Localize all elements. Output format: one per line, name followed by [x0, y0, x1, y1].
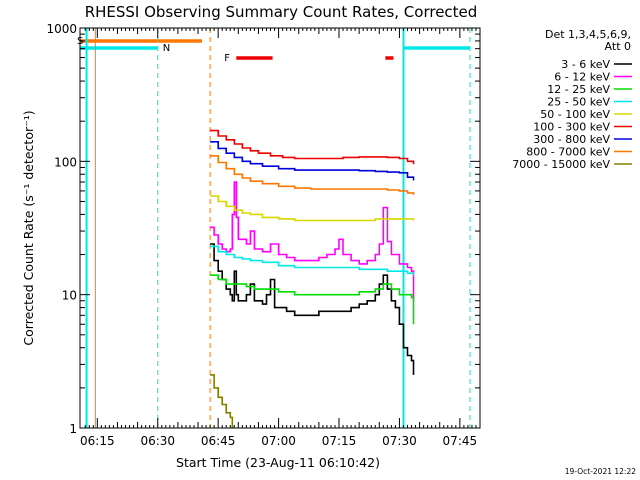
flare-flag-label: F	[224, 53, 230, 64]
vline-layer	[85, 28, 471, 428]
legend-label: 50 - 100 keV	[540, 108, 610, 121]
axis-layer: 06:15 06:30 06:45 07:00 07:15 07:30 07:45 1 10 10…	[46, 22, 481, 448]
legend-label: 6 - 12 keV	[554, 71, 610, 84]
night-flag-label: N	[163, 43, 170, 54]
legend-label: 100 - 300 keV	[533, 121, 610, 134]
series-line-7	[210, 155, 415, 195]
legend-header-line-1: Det 1,3,4,5,6,9,	[545, 28, 631, 41]
legend-label: 12 - 25 keV	[547, 83, 610, 96]
legend-label: 7000 - 15000 keV	[512, 158, 610, 171]
series-line-6	[210, 141, 415, 181]
x-tick-label: 07:30	[382, 434, 417, 448]
series-layer	[210, 129, 415, 428]
legend-header-line-2: Att 0	[605, 40, 631, 53]
series-line-5	[210, 129, 415, 165]
y-tick-label: 100	[54, 155, 77, 169]
plot-frame	[79, 27, 481, 429]
x-tick-label: 06:15	[80, 434, 115, 448]
y-axis-label: Corrected Count Rate (s⁻¹ detector⁻¹)	[21, 110, 36, 345]
x-tick-label: 07:45	[443, 434, 478, 448]
generation-timestamp: 19-Oct-2021 12:22	[565, 467, 636, 476]
x-tick-label: 06:30	[140, 434, 175, 448]
legend-label: 3 - 6 keV	[561, 58, 610, 71]
y-tick-label: 10	[62, 289, 77, 303]
x-tick-label: 06:45	[201, 434, 236, 448]
legend-label: 25 - 50 keV	[547, 96, 610, 109]
series-line-1	[210, 181, 415, 301]
legend-label: 800 - 7000 keV	[526, 146, 610, 159]
y-tick-label: 1	[69, 422, 77, 436]
x-axis-label: Start Time (23-Aug-11 06:10:42)	[176, 455, 380, 470]
chart-title: RHESSI Observing Summary Count Rates, Co…	[85, 3, 478, 21]
x-tick-label: 07:15	[322, 434, 357, 448]
series-line-0	[210, 243, 415, 375]
series-line-4	[210, 195, 415, 222]
series-line-3	[210, 245, 415, 276]
series-line-2	[210, 274, 415, 325]
legend-label: 300 - 800 keV	[533, 133, 610, 146]
series-line-8	[210, 374, 234, 428]
x-tick-label: 07:00	[261, 434, 296, 448]
y-tick-label: 1000	[46, 22, 77, 36]
